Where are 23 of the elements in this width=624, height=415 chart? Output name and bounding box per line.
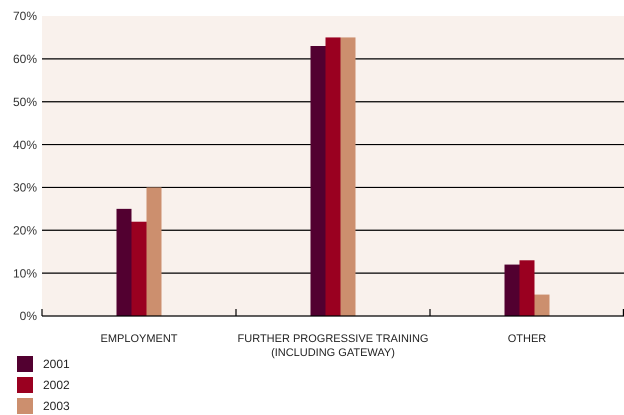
legend-label: 2001 bbox=[43, 357, 70, 372]
x-tick-label: FURTHER PROGRESSIVE TRAINING (INCLUDING GATEWAY) bbox=[238, 333, 428, 359]
y-tick-label: 60% bbox=[12, 52, 38, 66]
y-tick-label: 70% bbox=[12, 9, 38, 24]
x-tick-label: EMPLOYMENT bbox=[100, 333, 178, 345]
y-tick-label: 20% bbox=[12, 223, 38, 238]
bar bbox=[116, 208, 132, 316]
bar bbox=[132, 222, 146, 316]
y-tick-label: 50% bbox=[12, 94, 38, 109]
y-tick-label: 40% bbox=[12, 138, 38, 152]
x-tick-label: OTHER bbox=[508, 333, 546, 345]
bar bbox=[504, 264, 520, 316]
bar bbox=[534, 294, 550, 316]
bar bbox=[326, 37, 340, 316]
y-tick-label: 0% bbox=[20, 309, 38, 324]
legend-label: 2003 bbox=[43, 399, 70, 414]
bar bbox=[146, 187, 162, 316]
bar bbox=[520, 260, 534, 316]
y-tick-label: 10% bbox=[12, 266, 38, 280]
legend-label: 2002 bbox=[43, 378, 70, 392]
bar bbox=[340, 37, 356, 316]
bar bbox=[310, 46, 326, 316]
y-tick-label: 30% bbox=[12, 180, 38, 195]
